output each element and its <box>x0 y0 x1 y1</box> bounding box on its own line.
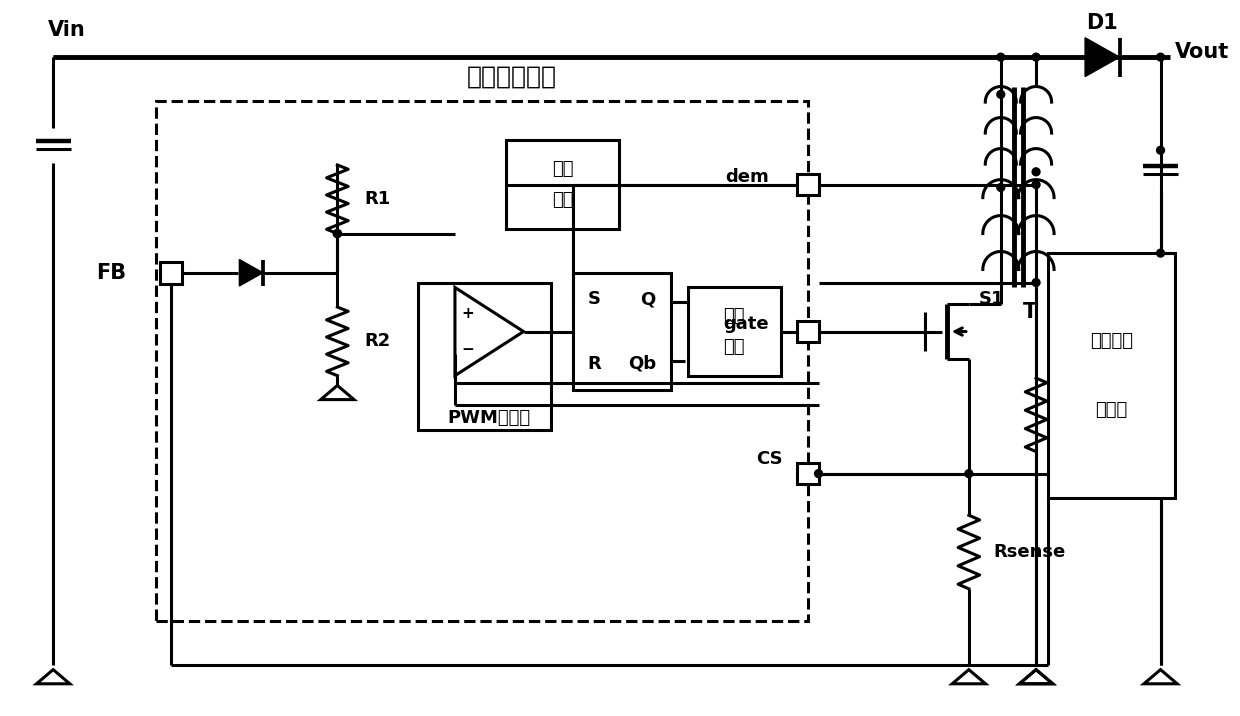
Text: 准谐振控制器: 准谐振控制器 <box>466 64 557 89</box>
Circle shape <box>1157 146 1164 154</box>
Circle shape <box>997 183 1004 191</box>
Circle shape <box>997 90 1004 98</box>
Bar <box>1048 253 1176 498</box>
Bar <box>797 463 818 485</box>
Circle shape <box>997 53 1004 61</box>
Text: CS: CS <box>756 450 784 468</box>
Text: D1: D1 <box>1086 13 1117 33</box>
Circle shape <box>965 470 972 478</box>
Text: Qb: Qb <box>627 355 656 373</box>
Polygon shape <box>1085 38 1120 77</box>
Text: R1: R1 <box>365 190 391 208</box>
Text: 栅极: 栅极 <box>723 307 745 325</box>
Polygon shape <box>239 259 263 286</box>
Text: dem: dem <box>725 168 769 185</box>
Bar <box>573 273 671 390</box>
Text: S1: S1 <box>978 290 1004 308</box>
Text: PWM比较器: PWM比较器 <box>448 409 531 427</box>
Circle shape <box>1032 180 1040 188</box>
Circle shape <box>334 229 341 238</box>
Bar <box>156 101 807 621</box>
Circle shape <box>815 470 822 478</box>
Text: Vin: Vin <box>48 20 86 39</box>
Text: gate: gate <box>723 315 769 333</box>
Bar <box>688 287 781 376</box>
Text: −: − <box>461 342 474 357</box>
Circle shape <box>1032 279 1040 286</box>
Text: Vout: Vout <box>1176 42 1230 62</box>
Bar <box>797 174 818 195</box>
Bar <box>797 321 818 342</box>
Text: T: T <box>1023 302 1038 322</box>
Circle shape <box>1032 168 1040 175</box>
Text: R: R <box>588 355 601 373</box>
Circle shape <box>1157 53 1164 61</box>
Circle shape <box>1157 249 1164 257</box>
Text: S: S <box>588 290 600 308</box>
Bar <box>506 140 619 228</box>
Text: Rsense: Rsense <box>993 543 1065 561</box>
Text: 误差放大: 误差放大 <box>1090 332 1133 350</box>
Circle shape <box>1032 53 1040 61</box>
Text: R2: R2 <box>365 332 391 350</box>
Text: Q: Q <box>641 290 656 308</box>
Text: 退磁: 退磁 <box>552 160 574 178</box>
Text: +: + <box>461 306 474 321</box>
Text: 与隔离: 与隔离 <box>1095 401 1127 419</box>
Bar <box>418 283 551 430</box>
Text: 检测: 检测 <box>552 191 574 209</box>
Bar <box>160 262 181 284</box>
Text: FB: FB <box>97 263 126 283</box>
Text: 驱动: 驱动 <box>723 338 745 357</box>
